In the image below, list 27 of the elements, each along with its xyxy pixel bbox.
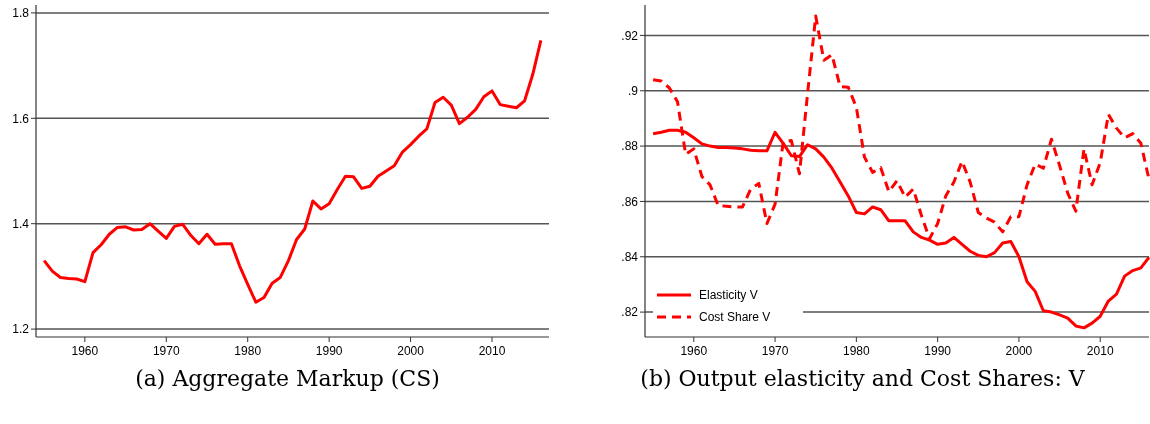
x-tick-label: 1970 (152, 344, 180, 358)
y-tick-label: 1.8 (12, 6, 30, 21)
y-tick-label: .82 (621, 305, 639, 320)
x-tick-label: 2010 (478, 344, 506, 358)
y-tick-label: 1.4 (12, 216, 30, 231)
y-tick-label: 1.6 (12, 111, 30, 126)
x-tick-label: 2010 (1086, 344, 1114, 358)
y-tick-label: .88 (621, 139, 639, 154)
text: (b) Output elasticity and Cost Shares: V (640, 366, 1086, 391)
x-tick-label: 1960 (680, 344, 708, 358)
x-tick-label: 1980 (234, 344, 262, 358)
y-tick-label: .92 (621, 28, 639, 43)
y-tick-label: .9 (627, 83, 639, 98)
x-tick-label: 2000 (1005, 344, 1033, 358)
y-tick-label: .86 (621, 194, 639, 209)
line-series (42, 38, 543, 304)
y-tick-label: 1.2 (12, 322, 30, 337)
x-tick-label: 2000 (397, 344, 425, 358)
x-tick-label: 1960 (71, 344, 99, 358)
legend-label: Elasticity V (699, 288, 758, 303)
y-tick-label: .84 (621, 249, 639, 264)
legend-label: Cost Share V (699, 310, 771, 325)
text: (a) Aggregate Markup (CS) (135, 366, 440, 391)
x-tick-label: 1990 (315, 344, 343, 358)
x-tick-label: 1970 (761, 344, 789, 358)
x-tick-label: 1990 (924, 344, 952, 358)
x-tick-label: 1980 (843, 344, 871, 358)
